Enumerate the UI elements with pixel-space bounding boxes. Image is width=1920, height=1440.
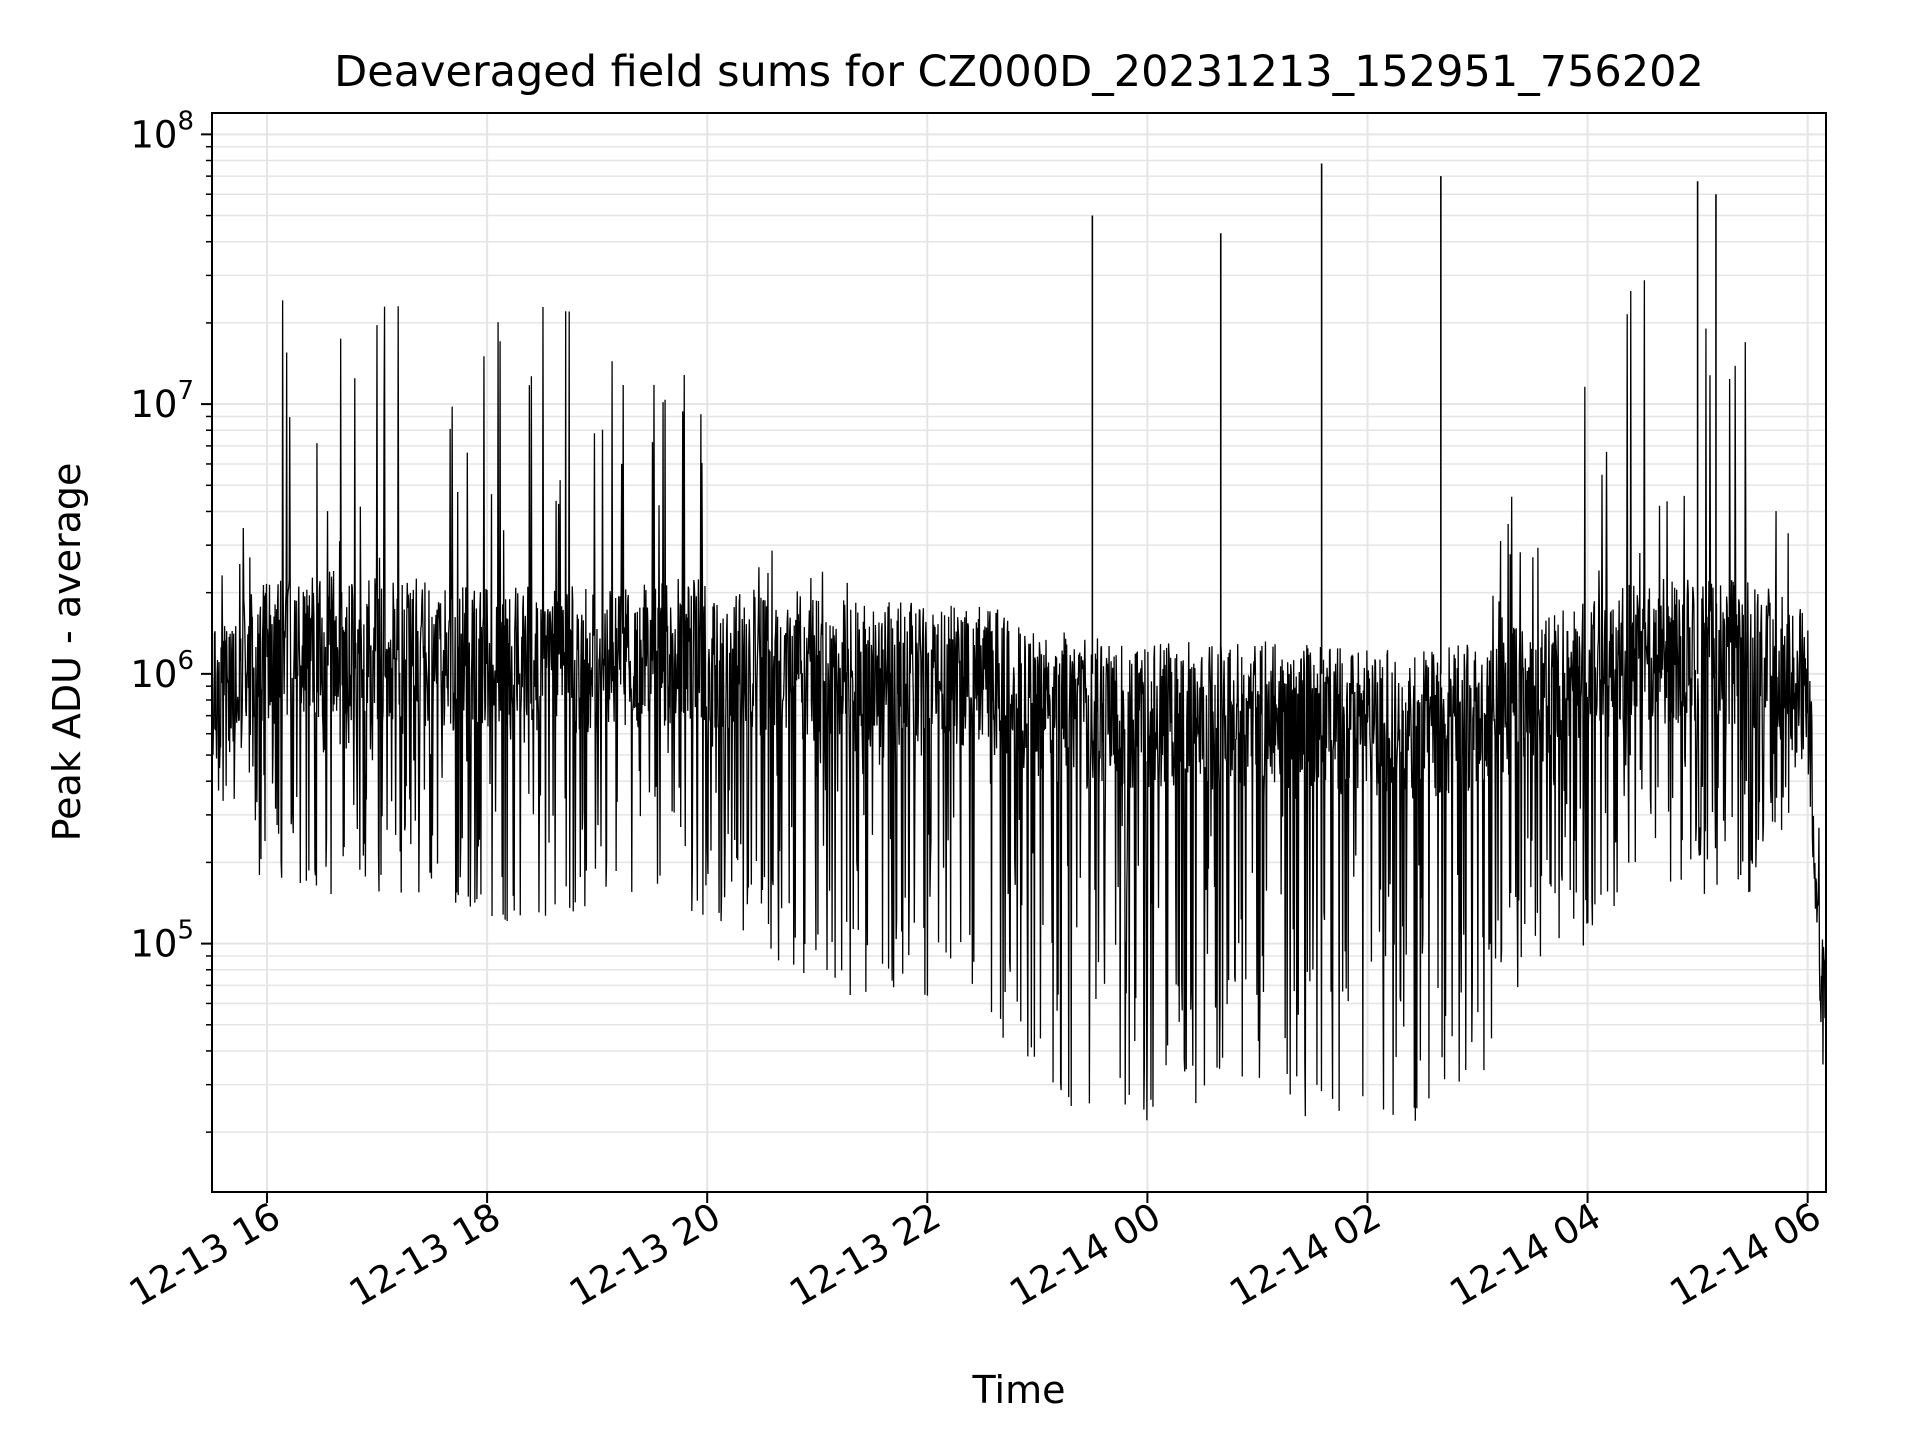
plot-frame	[211, 112, 1827, 1193]
spikes	[1091, 163, 1717, 674]
chart-title: Deaveraged field sums for CZ000D_2023121…	[334, 47, 1704, 97]
series-line	[211, 280, 1827, 1121]
y-axis-label: Peak ADU - average	[45, 463, 89, 842]
x-axis-label: Time	[972, 1368, 1066, 1412]
